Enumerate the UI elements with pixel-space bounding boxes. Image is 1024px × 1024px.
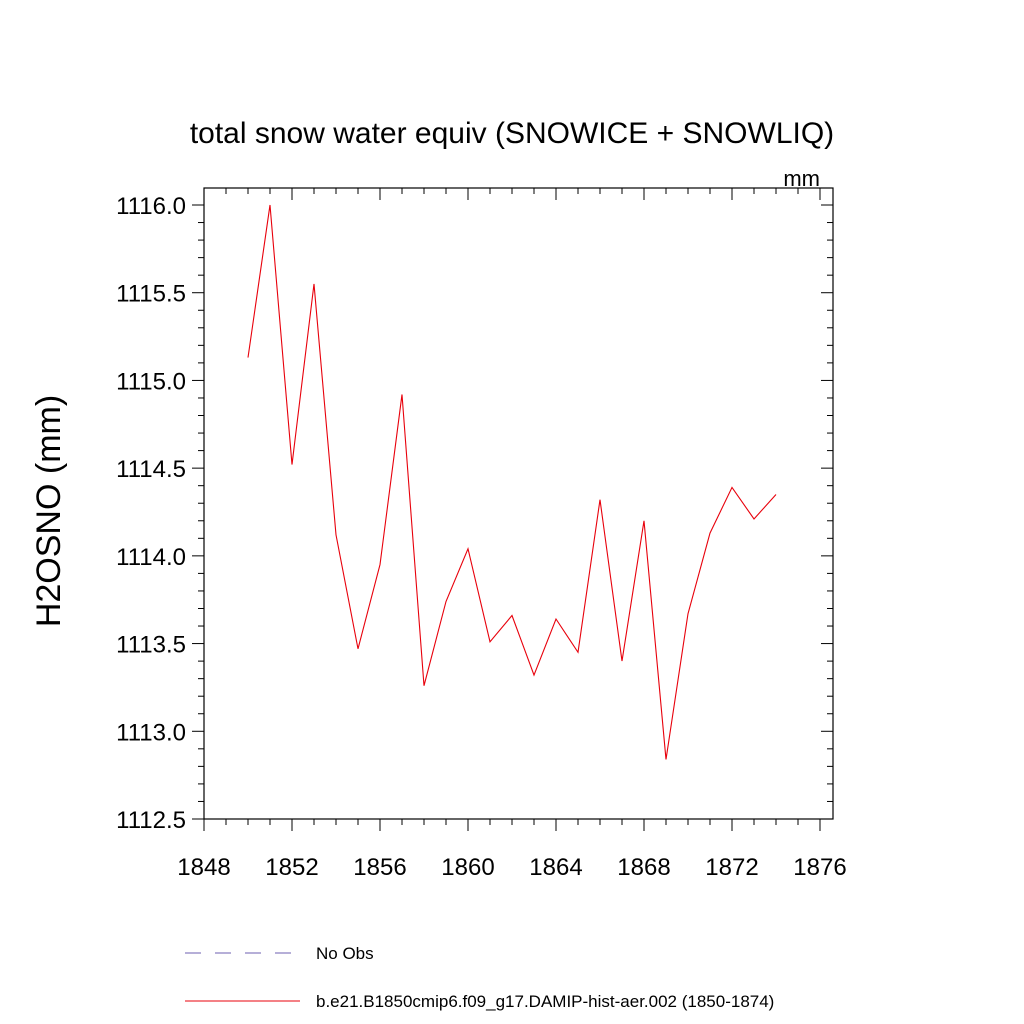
x-tick-label: 1860 [441, 854, 494, 881]
series-line-0 [247, 204, 777, 760]
y-axis-label: H2OSNO (mm) [30, 395, 68, 627]
legend: No Obs b.e21.B1850cmip6.f09_g17.DAMIP-hi… [185, 944, 774, 1011]
axis-ticks [192, 188, 833, 831]
x-tick-label: 1872 [705, 854, 758, 881]
y-tick-label: 1114.5 [116, 456, 186, 483]
x-tick-label: 1856 [353, 854, 406, 881]
x-tick-label: 1868 [617, 854, 670, 881]
y-tick-label: 1113.0 [116, 719, 186, 746]
x-tick-label: 1852 [265, 854, 318, 881]
y-tick-label: 1112.5 [116, 807, 186, 834]
series-layer [247, 204, 777, 760]
legend-label-no-obs: No Obs [316, 944, 374, 963]
x-tick-label: 1864 [529, 854, 582, 881]
x-tick-label: 1876 [793, 854, 846, 881]
y-tick-label: 1113.5 [116, 632, 186, 659]
y-tick-label: 1114.0 [116, 544, 186, 571]
x-tick-label: 1848 [177, 854, 230, 881]
plot-frame [203, 187, 834, 820]
chart-title: total snow water equiv (SNOWICE + SNOWLI… [190, 117, 834, 150]
units-label: mm [783, 166, 820, 191]
axis-tick-labels: 1848 1852 1856 1860 1864 1868 1872 1876 1112.5 11… [116, 193, 847, 881]
y-tick-label: 1115.0 [116, 368, 186, 395]
y-tick-label: 1115.5 [116, 281, 186, 308]
y-tick-label: 1116.0 [116, 193, 186, 220]
legend-label-model-run: b.e21.B1850cmip6.f09_g17.DAMIP-hist-aer.… [316, 992, 774, 1011]
